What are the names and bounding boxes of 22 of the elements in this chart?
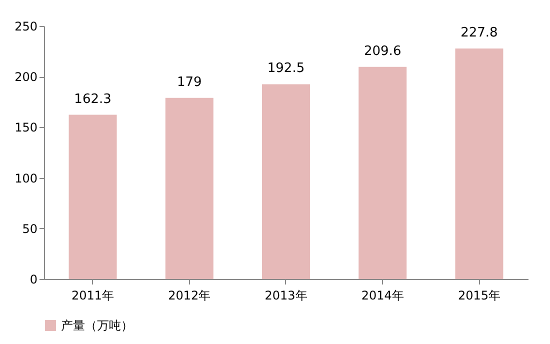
y-tick-label: 200	[14, 70, 38, 84]
data-label: 227.8	[460, 25, 498, 40]
y-tick-label: 100	[14, 171, 38, 186]
x-tick-label: 2012年	[168, 288, 211, 302]
x-tick-label: 2013年	[264, 288, 308, 302]
bar	[358, 66, 407, 279]
legend-label: 产量（万吨）	[61, 318, 133, 332]
data-label: 162.3	[74, 92, 112, 107]
data-label: 192.5	[267, 61, 305, 76]
y-tick-label: 50	[22, 222, 38, 236]
data-label: 179	[176, 74, 202, 90]
bar	[68, 114, 117, 279]
x-tick-label: 2014年	[361, 288, 404, 302]
x-tick-label: 2015年	[458, 288, 500, 302]
bar	[262, 84, 310, 279]
y-tick-label: 150	[14, 120, 38, 135]
bar	[165, 98, 214, 279]
data-label: 209.6	[364, 44, 402, 59]
y-tick-label: 0	[30, 272, 38, 286]
x-tick-label: 2011年	[72, 288, 114, 302]
y-tick-label: 250	[14, 20, 38, 34]
bar	[455, 48, 504, 279]
